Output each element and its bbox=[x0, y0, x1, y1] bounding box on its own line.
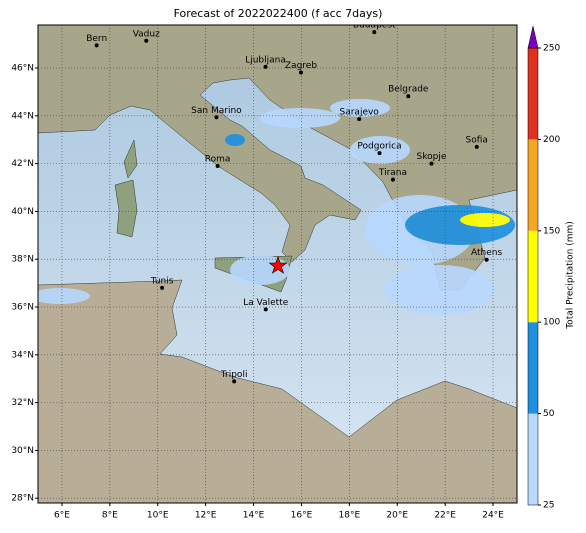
x-tick-label: 18°E bbox=[339, 511, 361, 521]
city-label: Skopje bbox=[417, 152, 447, 162]
axes: 6°E 8°E 10°E 12°E 14°E 16°E 18°E 20°E 22°E 24°E 28… bbox=[11, 64, 504, 521]
city-dot bbox=[429, 161, 434, 166]
colorbar: 25 50 100 150 200 250 bbox=[527, 25, 560, 511]
grid bbox=[38, 25, 517, 503]
city-dot bbox=[372, 30, 377, 35]
x-tick-label: 12°E bbox=[195, 511, 217, 521]
city-label: San Marino bbox=[191, 106, 242, 116]
city-dot bbox=[263, 64, 268, 69]
colorbar-segment bbox=[528, 413, 538, 505]
city-label: Sofia bbox=[466, 135, 488, 145]
title: Forecast of 2022022400 (f acc 7days) bbox=[174, 7, 383, 20]
city-label: Roma bbox=[205, 155, 231, 165]
city-label: Ljubljana bbox=[245, 55, 286, 65]
city-label: Zagreb bbox=[285, 61, 317, 71]
city-label: Tirana bbox=[378, 168, 407, 178]
y-tick-label: 42°N bbox=[11, 159, 34, 169]
x-tick-label: 6°E bbox=[54, 511, 70, 521]
city-label: Bern bbox=[86, 34, 107, 44]
x-tick-label: 14°E bbox=[243, 511, 265, 521]
y-tick-label: 38°N bbox=[11, 255, 34, 265]
y-tick-label: 36°N bbox=[11, 303, 34, 313]
x-tick-label: 16°E bbox=[291, 511, 313, 521]
city-dot bbox=[377, 151, 382, 156]
y-tick-label: 30°N bbox=[11, 446, 34, 456]
x-tick-label: 10°E bbox=[147, 511, 169, 521]
city-dot bbox=[94, 43, 99, 48]
y-tick-label: 32°N bbox=[11, 398, 34, 408]
colorbar-frame bbox=[527, 47, 539, 506]
colorbar-segment bbox=[528, 230, 538, 323]
city-label: Budapest bbox=[353, 21, 396, 31]
land-africa bbox=[38, 279, 517, 503]
colorbar-label: Total Precipitation (mm) bbox=[566, 221, 576, 330]
colorbar-tick-label: 100 bbox=[543, 318, 560, 328]
city-label: Vaduz bbox=[133, 29, 160, 39]
colorbar-tick-label: 250 bbox=[543, 44, 560, 54]
city-dot bbox=[232, 379, 237, 384]
x-tick-label: 8°E bbox=[102, 511, 118, 521]
y-tick-label: 46°N bbox=[11, 64, 34, 74]
city-dot bbox=[357, 117, 362, 122]
city-dot bbox=[160, 285, 165, 290]
map-frame bbox=[37, 24, 518, 504]
city-dot bbox=[484, 257, 489, 262]
y-tick-label: 28°N bbox=[11, 494, 34, 504]
city-label: Belgrade bbox=[388, 85, 429, 95]
precipitation bbox=[38, 99, 515, 315]
land-sardinia bbox=[114, 179, 138, 238]
colorbar-tick-label: 150 bbox=[543, 226, 560, 236]
x-tick-label: 24°E bbox=[482, 511, 504, 521]
city-dot bbox=[474, 144, 479, 149]
city-dot bbox=[298, 70, 303, 75]
city-label: Tripoli bbox=[220, 370, 248, 380]
x-tick-label: 22°E bbox=[434, 511, 456, 521]
city-label: Podgorica bbox=[357, 142, 401, 152]
city-dot bbox=[215, 164, 220, 169]
y-tick-label: 40°N bbox=[11, 207, 34, 217]
x-tick-label: 20°E bbox=[386, 511, 408, 521]
city-dot bbox=[144, 38, 149, 43]
city-dot bbox=[406, 94, 411, 99]
city-dot bbox=[263, 307, 268, 312]
city-label: Tunis bbox=[150, 276, 174, 286]
colorbar-segment bbox=[528, 139, 538, 231]
land-corsica bbox=[123, 139, 138, 179]
city-dot bbox=[390, 177, 395, 182]
colorbar-segment bbox=[528, 48, 538, 140]
city-label: Athens bbox=[471, 248, 502, 258]
city-dot bbox=[214, 115, 219, 120]
colorbar-tick-label: 25 bbox=[543, 501, 554, 511]
colorbar-tick-label: 200 bbox=[543, 135, 560, 145]
star-marker bbox=[268, 256, 288, 274]
colorbar-segment bbox=[528, 322, 538, 414]
city-label: La Valette bbox=[243, 298, 288, 308]
y-tick-label: 44°N bbox=[11, 111, 34, 121]
colorbar-extend bbox=[527, 25, 539, 49]
colorbar-tick-label: 50 bbox=[543, 409, 555, 419]
city-label: Sarajevo bbox=[340, 108, 380, 118]
y-tick-label: 34°N bbox=[11, 350, 34, 360]
